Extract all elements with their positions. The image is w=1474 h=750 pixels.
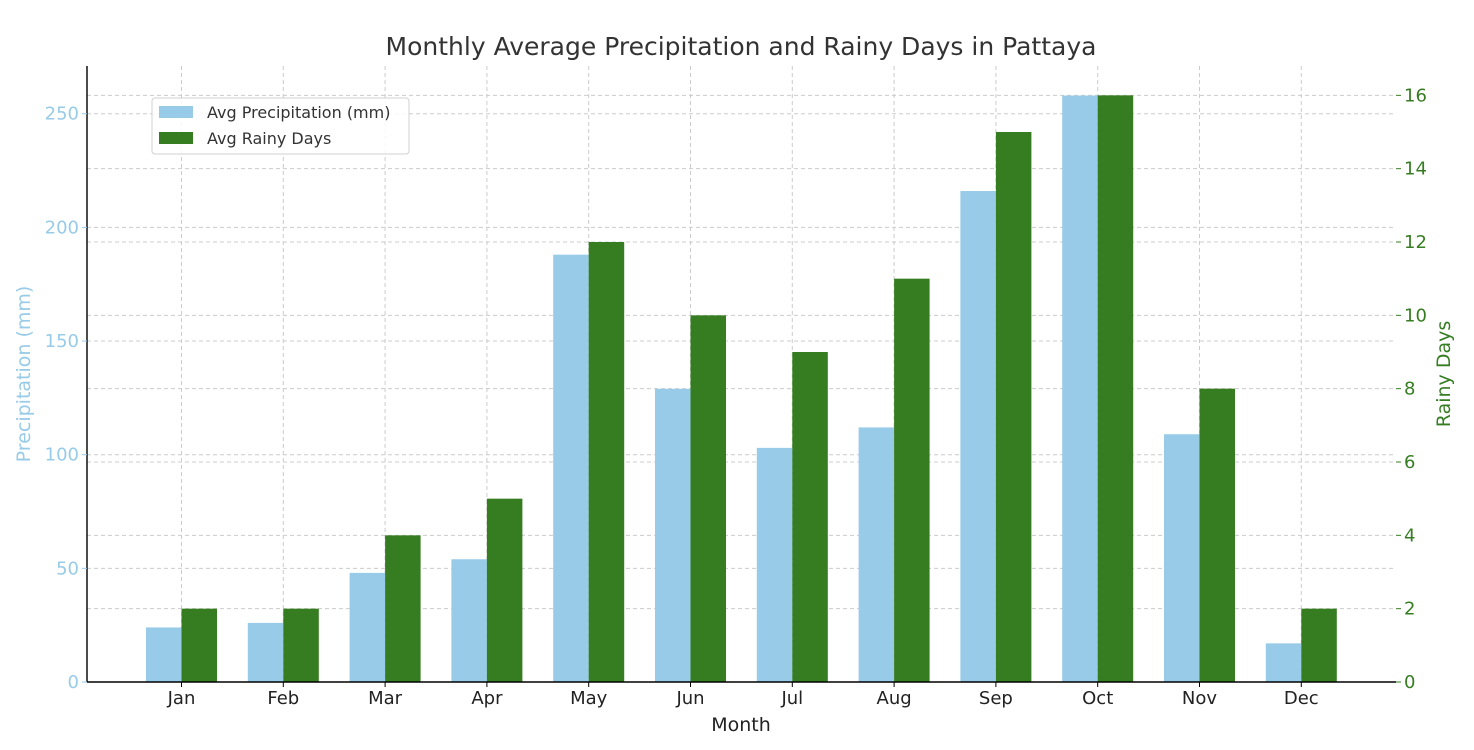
y-right-tick-label: 6 xyxy=(1404,452,1415,473)
left-axis-title: Precipitation (mm) xyxy=(13,286,35,463)
x-tick-label: Jul xyxy=(780,688,803,709)
bar-precipitation-aug xyxy=(858,427,895,682)
bar-precipitation-jul xyxy=(756,447,793,682)
bar-precipitation-apr xyxy=(451,559,487,682)
bar-precipitation-nov xyxy=(1164,434,1200,682)
x-tick-label: Mar xyxy=(368,688,403,709)
x-tick-label: Aug xyxy=(877,688,912,709)
bar-rainy-days-oct xyxy=(1097,95,1134,683)
y-left-tick-label: 200 xyxy=(45,217,79,238)
bar-precipitation-oct xyxy=(1062,95,1098,683)
chart-title: Monthly Average Precipitation and Rainy … xyxy=(386,32,1097,61)
y-right-tick-label: 14 xyxy=(1404,159,1427,180)
bar-rainy-days-nov xyxy=(1199,388,1235,682)
bar-precipitation-feb xyxy=(247,622,284,682)
bar-rainy-days-aug xyxy=(894,278,930,682)
y-right-tick-label: 8 xyxy=(1404,379,1415,400)
x-tick-label: Nov xyxy=(1182,688,1217,709)
bars xyxy=(146,95,1337,683)
bar-rainy-days-jan xyxy=(181,608,217,682)
legend-swatch-precipitation xyxy=(159,106,193,118)
bar-rainy-days-apr xyxy=(486,498,523,682)
legend-label-rainy-days: Avg Rainy Days xyxy=(207,129,331,148)
x-tick-label: Jun xyxy=(675,688,704,709)
bar-precipitation-mar xyxy=(349,572,386,682)
bar-precipitation-may xyxy=(553,254,589,683)
x-tick-label: May xyxy=(570,688,608,709)
x-tick-label: Oct xyxy=(1082,688,1113,709)
legend-label-precipitation: Avg Precipitation (mm) xyxy=(207,103,390,122)
x-tick-label: Jan xyxy=(167,688,196,709)
y-left-tick-label: 0 xyxy=(68,672,79,693)
y-right-tick-label: 12 xyxy=(1404,232,1427,253)
right-axis-title: Rainy Days xyxy=(1433,321,1455,427)
bar-rainy-days-may xyxy=(588,242,625,682)
bar-rainy-days-jul xyxy=(792,352,828,682)
bar-rainy-days-jun xyxy=(690,315,726,682)
x-tick-label: Feb xyxy=(267,688,299,709)
legend-swatch-rainy-days xyxy=(159,132,193,144)
bar-precipitation-sep xyxy=(960,191,996,683)
bar-precipitation-dec xyxy=(1265,643,1302,682)
y-right-tick-label: 10 xyxy=(1404,305,1427,326)
bar-rainy-days-dec xyxy=(1301,608,1337,682)
y-left-tick-label: 50 xyxy=(56,558,79,579)
x-axis-title: Month xyxy=(711,714,771,736)
y-right-tick-label: 0 xyxy=(1404,672,1415,693)
bar-rainy-days-mar xyxy=(385,535,421,682)
bar-rainy-days-feb xyxy=(283,608,319,682)
y-right-tick-label: 2 xyxy=(1404,599,1415,620)
bar-precipitation-jan xyxy=(146,627,182,682)
ticks: Jan Feb Mar Apr May Jun Jul Aug Sep Oct Nov Dec 0 50 1… xyxy=(45,85,1427,709)
axes xyxy=(86,66,1396,683)
legend-box xyxy=(151,97,410,155)
y-right-tick-label: 16 xyxy=(1404,85,1427,106)
x-tick-label: Apr xyxy=(471,688,503,709)
x-tick-label: Sep xyxy=(979,688,1013,709)
y-left-tick-label: 250 xyxy=(45,104,79,125)
y-left-tick-label: 100 xyxy=(45,445,79,466)
legend: Avg Precipitation (mm) Avg Rainy Days xyxy=(151,97,410,155)
y-right-tick-label: 4 xyxy=(1404,525,1415,546)
y-left-tick-label: 150 xyxy=(45,331,79,352)
bar-precipitation-jun xyxy=(655,388,691,682)
x-tick-label: Dec xyxy=(1284,688,1319,709)
bar-rainy-days-sep xyxy=(995,132,1032,682)
